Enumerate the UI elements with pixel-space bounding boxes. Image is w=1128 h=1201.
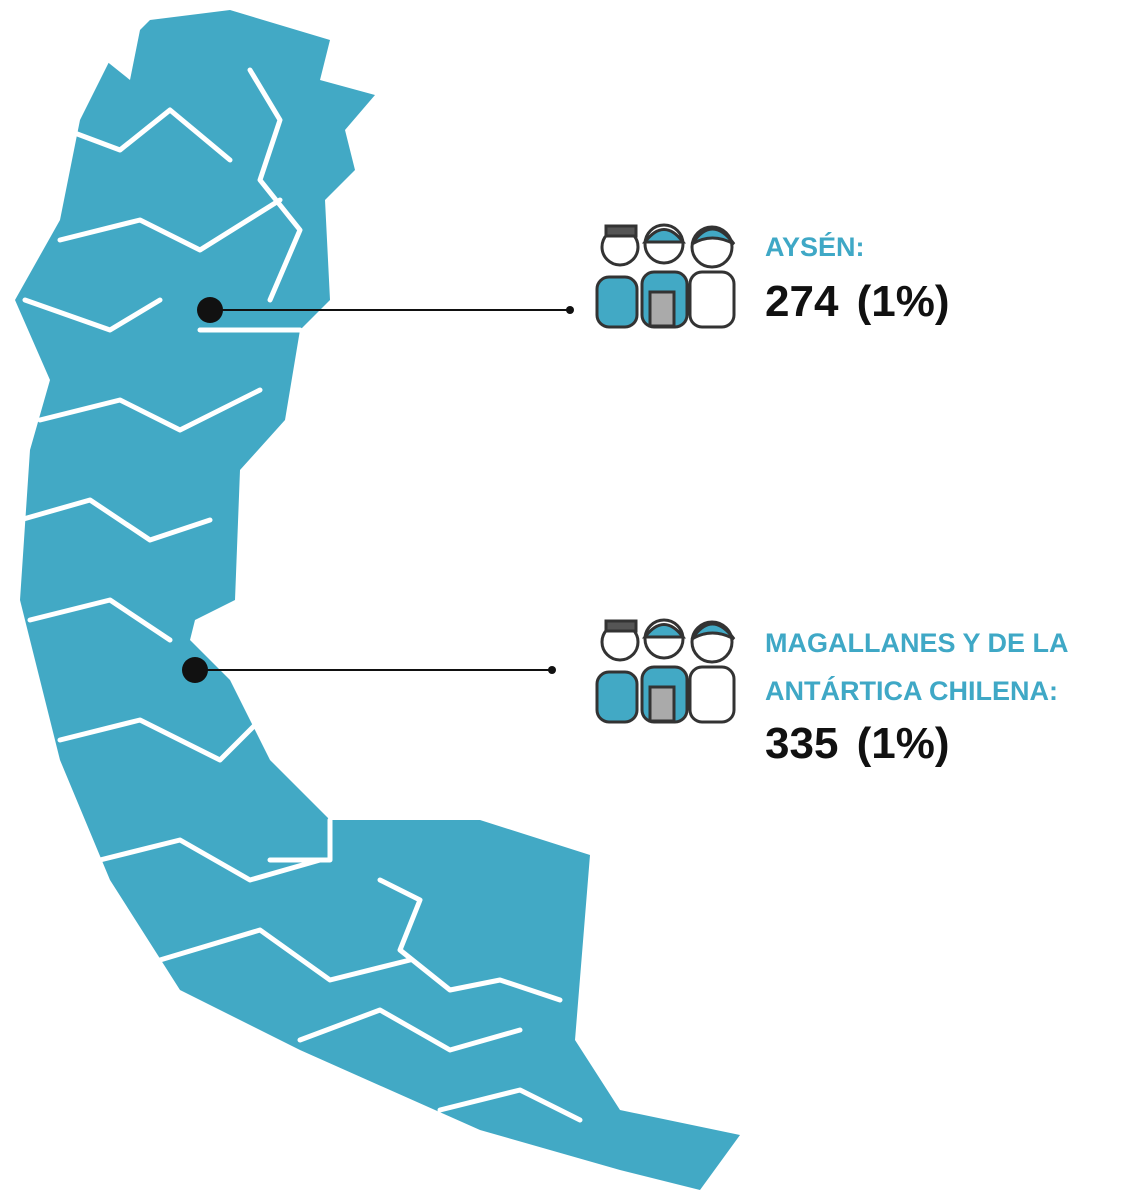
region-share: (1%): [857, 277, 950, 326]
people-icon: [595, 223, 736, 329]
region-count: 335: [765, 719, 838, 768]
pointer-aysen: [197, 297, 574, 323]
region-count: 274: [765, 277, 839, 326]
region-name: AYSÉN:: [765, 231, 865, 262]
people-icon: [595, 618, 736, 724]
region-name: MAGALLANES Y DE LA: [765, 628, 1069, 658]
region-share: (1%): [857, 719, 950, 768]
land: [15, 10, 740, 1190]
pointer-magallanes: [182, 657, 556, 683]
region-value: 335 (1%): [765, 719, 950, 768]
region-name: ANTÁRTICA CHILENA:: [765, 675, 1058, 706]
region-value: 274 (1%): [765, 277, 950, 326]
